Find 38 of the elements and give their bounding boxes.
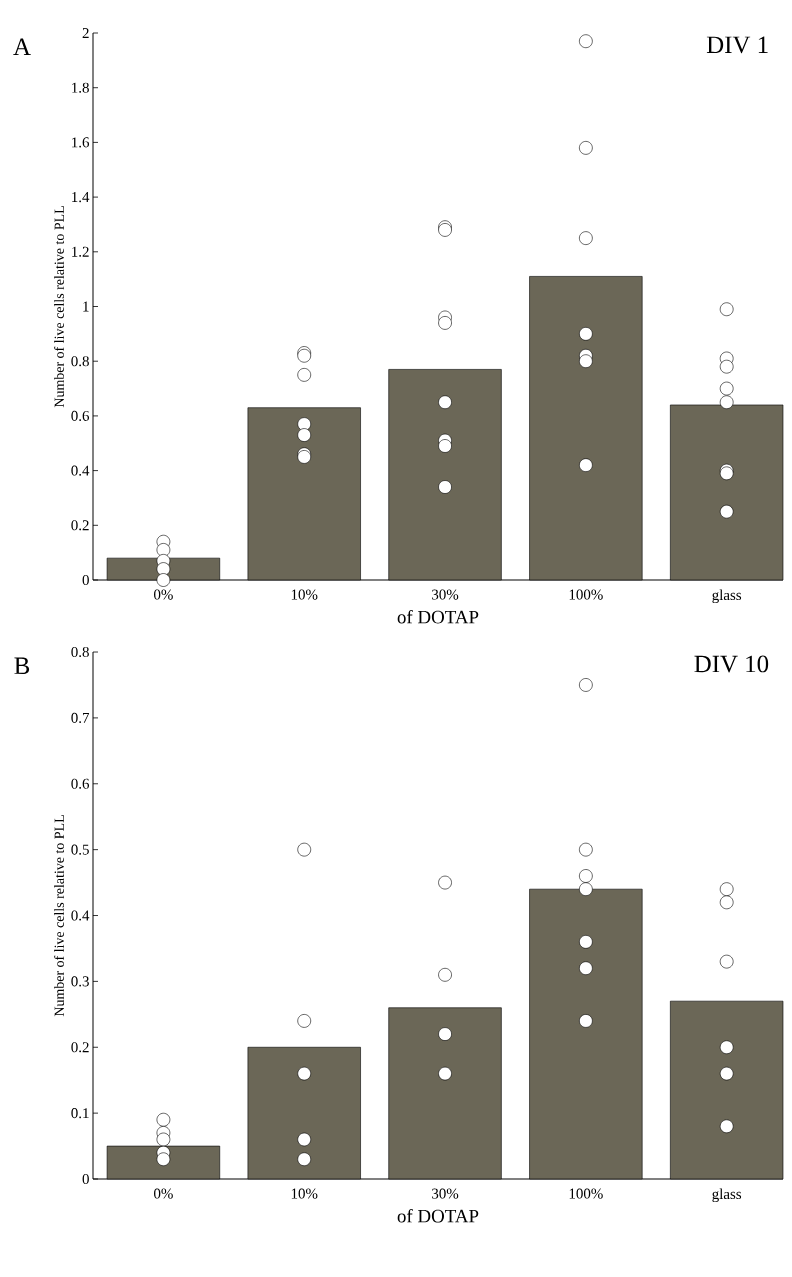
text: B <box>14 657 30 674</box>
y-tick-label: 0.7 <box>71 712 90 723</box>
y-tick-label: 0.6 <box>71 778 90 789</box>
x-tick-label: 0% <box>154 589 173 600</box>
x-tick-label: 30% <box>432 1188 459 1199</box>
y-tick-label: 1 <box>83 301 89 312</box>
y-tick-label: 0.3 <box>71 976 89 987</box>
y-tick-label: 0.8 <box>71 646 89 658</box>
y-tick-label: 0.1 <box>71 1108 89 1119</box>
y-tick-label: 0.4 <box>71 910 90 921</box>
x-tick-label: 100% <box>569 589 603 600</box>
y-tick-label: 0.6 <box>71 410 90 421</box>
x-tick-label: glass <box>712 589 742 604</box>
x-axis-title: of DOTAP <box>397 609 479 624</box>
x-axis-title: of DOTAP <box>397 1208 479 1223</box>
y-tick-label: 0.8 <box>71 356 89 367</box>
y-tick-label: 0.5 <box>71 844 89 855</box>
chart-title: DIV 10 <box>694 655 769 673</box>
x-tick-label: 0% <box>154 1188 173 1199</box>
chart-title: DIV 1 <box>706 36 768 54</box>
y-tick-label: 0.2 <box>71 520 89 531</box>
x-tick-label: 10% <box>291 1188 318 1199</box>
y-axis-title: Number of live cells relative to PLL <box>54 206 64 408</box>
text: A <box>13 38 31 55</box>
y-tick-label: 1.6 <box>72 137 90 148</box>
x-tick-label: 100% <box>569 1188 603 1199</box>
x-tick-label: 30% <box>432 589 459 600</box>
y-tick-label: 1.8 <box>72 82 89 93</box>
y-tick-label: 2 <box>82 28 89 38</box>
y-tick-label: 0.2 <box>71 1042 89 1053</box>
y-axis-title: Number of live cells relative to PLL <box>54 815 64 1017</box>
x-tick-label: 10% <box>291 589 318 600</box>
y-tick-label: 0 <box>82 574 89 586</box>
y-tick-label: 0 <box>82 1173 89 1185</box>
y-tick-label: 0.4 <box>71 465 90 476</box>
y-tick-label: 1.2 <box>72 246 89 257</box>
y-tick-label: 1.4 <box>72 192 90 203</box>
x-tick-label: glass <box>712 1188 742 1203</box>
